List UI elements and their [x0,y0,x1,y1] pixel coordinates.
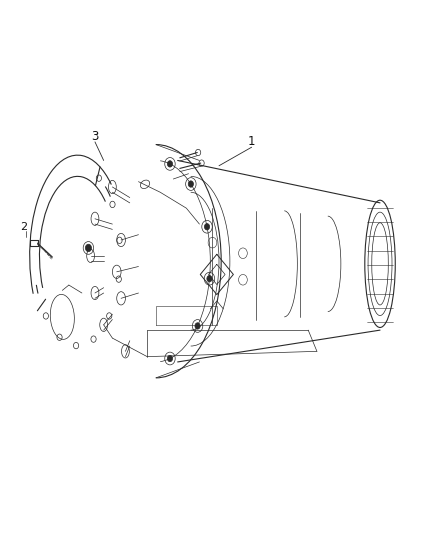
Circle shape [207,276,212,282]
Text: 3: 3 [91,130,99,143]
Circle shape [167,161,173,167]
Circle shape [85,244,92,252]
Circle shape [188,181,194,187]
Circle shape [205,223,210,230]
Circle shape [195,323,200,329]
Circle shape [167,356,173,362]
Text: 2: 2 [21,222,28,232]
Text: 1: 1 [248,135,255,148]
